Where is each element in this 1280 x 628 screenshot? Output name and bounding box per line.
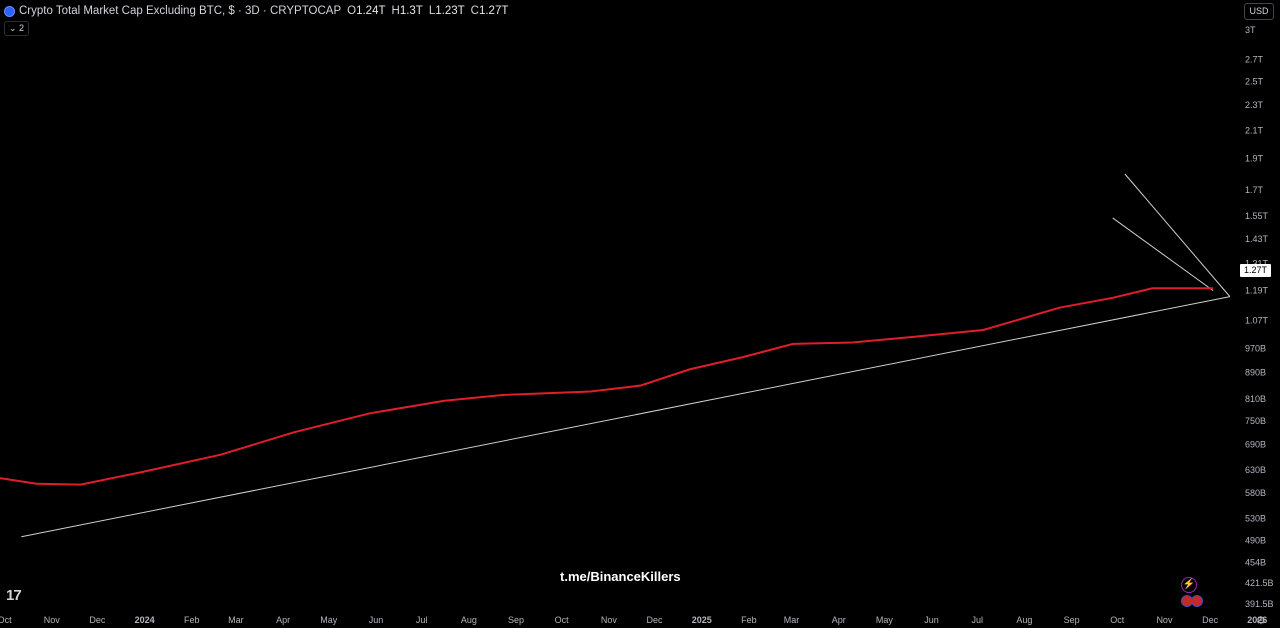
moving-average-line[interactable] <box>0 287 1214 486</box>
y-tick-label: 530B <box>1245 514 1266 524</box>
x-tick-label: Nov <box>1156 615 1173 625</box>
tradingview-logo-icon[interactable]: 17 <box>6 587 22 604</box>
last-price-tag: 1.27T <box>1240 264 1271 277</box>
y-tick-label: 2.3T <box>1245 100 1264 110</box>
x-tick-label: Apr <box>276 615 290 625</box>
y-tick-label: 1.55T <box>1245 211 1269 221</box>
close-label: C <box>470 5 479 17</box>
chart-legend-header[interactable]: Crypto Total Market Cap Excluding BTC, $… <box>4 3 511 19</box>
x-tick-label: Jul <box>971 615 983 625</box>
x-tick-label: 2024 <box>135 615 155 625</box>
y-tick-label: 1.31T <box>1245 259 1269 269</box>
y-tick-label: 1.07T <box>1245 316 1269 326</box>
x-tick-label: Oct <box>1110 615 1125 625</box>
y-tick-label: 810B <box>1245 394 1266 404</box>
high-value: 1.3T <box>399 5 423 17</box>
flag-icons[interactable] <box>1181 595 1205 607</box>
x-tick-label: Mar <box>784 615 800 625</box>
y-tick-label: 580B <box>1245 488 1266 498</box>
x-tick-label: 2026 <box>1247 615 1267 625</box>
y-tick-label: 490B <box>1245 536 1266 546</box>
x-tick-label: Nov <box>44 615 61 625</box>
x-tick-label: Aug <box>461 615 477 625</box>
y-tick-label: 391.5B <box>1245 599 1274 609</box>
x-tick-label: Feb <box>741 615 757 625</box>
x-tick-label: Dec <box>1202 615 1219 625</box>
x-tick-label: Oct <box>0 615 12 625</box>
wedge-lower-line[interactable] <box>1112 217 1214 292</box>
y-tick-label: 2.5T <box>1245 76 1264 86</box>
time-axis[interactable]: Oct Nov Dec 2024 Feb Mar Apr May Jun Jul Aug Sep Oct… <box>0 615 1267 625</box>
close-value: 1.27T <box>478 5 509 17</box>
open-value: 1.24T <box>356 5 386 17</box>
y-tick-label: 3T <box>1245 25 1256 35</box>
symbol-logo-icon <box>4 5 15 17</box>
x-tick-label: May <box>876 615 894 625</box>
y-tick-label: 630B <box>1245 465 1266 475</box>
wedge-upper-line[interactable] <box>1124 173 1231 297</box>
x-tick-label: Mar <box>228 615 244 625</box>
high-label: H <box>391 5 400 17</box>
x-tick-label: Sep <box>1064 615 1080 625</box>
x-tick-label: Dec <box>89 615 106 625</box>
y-tick-label: 690B <box>1245 439 1266 449</box>
x-tick-label: Jun <box>924 615 939 625</box>
symbol-title: Crypto Total Market Cap Excluding BTC, $… <box>19 5 342 17</box>
y-tick-label: 1.9T <box>1245 154 1264 164</box>
y-tick-label: 970B <box>1245 343 1266 353</box>
low-value: 1.23T <box>435 5 465 17</box>
price-axis[interactable]: 3T 2.7T 2.5T 2.3T 2.1T 1.9T 1.7T 1.55T 1.43T 1.31… <box>1245 25 1274 609</box>
x-tick-label: Apr <box>832 615 846 625</box>
x-tick-label: Dec <box>647 615 664 625</box>
y-tick-label: 890B <box>1245 368 1266 378</box>
x-tick-label: Jun <box>369 615 384 625</box>
x-tick-label: May <box>320 615 338 625</box>
x-tick-label: Aug <box>1016 615 1032 625</box>
x-tick-label: Feb <box>184 615 200 625</box>
x-tick-label: Oct <box>555 615 570 625</box>
x-tick-label: Sep <box>508 615 524 625</box>
x-tick-label: Jul <box>416 615 428 625</box>
currency-button[interactable]: USD <box>1244 3 1274 20</box>
settings-gear-icon[interactable]: ⚙ <box>1256 615 1266 627</box>
y-tick-label: 1.7T <box>1245 185 1264 195</box>
y-tick-label: 1.43T <box>1245 234 1269 244</box>
x-tick-label: Nov <box>601 615 618 625</box>
y-tick-label: 750B <box>1245 416 1266 426</box>
y-tick-label: 1.19T <box>1245 286 1269 296</box>
ascending-trendline[interactable] <box>21 296 1231 538</box>
x-tick-label: 2025 <box>692 615 712 625</box>
open-label: O <box>347 5 357 17</box>
y-tick-label: 421.5B <box>1245 578 1274 588</box>
y-tick-label: 454B <box>1245 557 1266 567</box>
y-tick-label: 2.7T <box>1245 55 1264 65</box>
trendlines <box>21 173 1231 538</box>
lightning-icon[interactable]: ⚡ <box>1181 577 1197 593</box>
watermark-text: t.me/BinanceKillers <box>560 569 681 584</box>
moving-average-layer <box>0 287 1214 486</box>
y-tick-label: 2.1T <box>1245 126 1264 136</box>
low-label: L <box>428 5 436 17</box>
indicators-toggle-button[interactable]: ⌄ 2 <box>4 21 30 36</box>
